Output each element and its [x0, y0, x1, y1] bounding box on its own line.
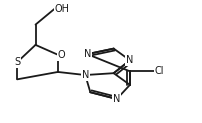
Text: S: S	[14, 57, 20, 67]
Text: N: N	[81, 70, 88, 80]
Text: N: N	[83, 49, 90, 59]
Text: OH: OH	[55, 4, 69, 14]
Text: N: N	[113, 94, 120, 104]
Text: Cl: Cl	[154, 66, 163, 76]
Text: O: O	[58, 50, 65, 60]
Text: N: N	[126, 55, 133, 65]
